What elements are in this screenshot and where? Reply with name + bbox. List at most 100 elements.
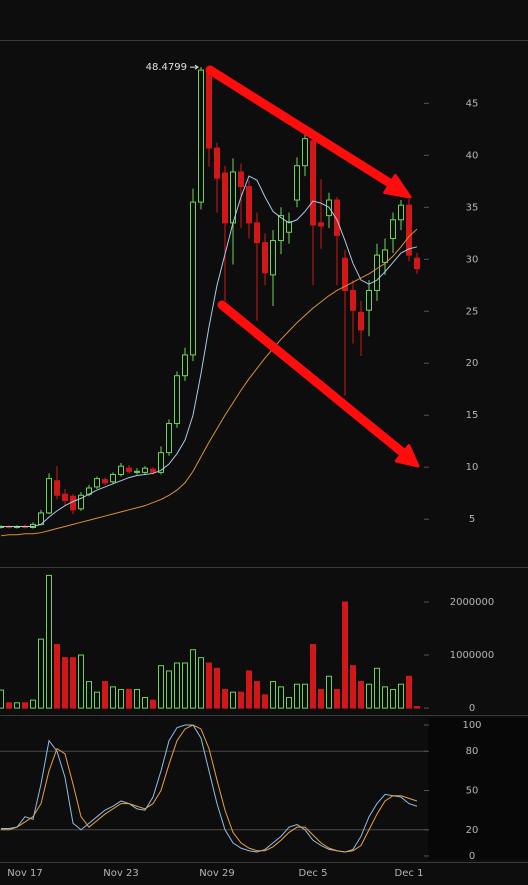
- candle-body: [238, 171, 244, 188]
- volume-bar: [166, 670, 172, 709]
- y-tick-label: 5: [469, 514, 475, 525]
- volume-bar: [14, 702, 20, 709]
- volume-bar: [310, 643, 316, 709]
- volume-bar: [182, 662, 188, 709]
- candle-body: [174, 375, 180, 425]
- candle-body: [142, 467, 148, 473]
- volume-bar: [366, 683, 372, 709]
- volume-bar: [398, 683, 404, 709]
- volume-bar: [30, 699, 36, 709]
- candle-body: [342, 257, 348, 291]
- candle-body: [398, 204, 404, 221]
- volume-bar: [86, 681, 92, 709]
- candle-body: [126, 467, 132, 472]
- oscillator-line: [1, 724, 418, 853]
- y-tick-label: 0: [469, 703, 475, 714]
- moving-average: [0, 228, 418, 537]
- annotation-arrows: [205, 65, 420, 468]
- volume-bar: [278, 686, 284, 709]
- volume-bar: [406, 675, 412, 709]
- candle-body: [262, 242, 268, 274]
- candle-body: [222, 172, 228, 224]
- candle-body: [318, 222, 324, 227]
- high-label-arrow-head: [194, 64, 199, 70]
- volume-bar: [118, 689, 124, 709]
- volume-bar: [158, 665, 164, 709]
- candle-body: [46, 478, 52, 514]
- candle-body: [102, 479, 108, 484]
- x-tick-label: Nov 17: [7, 868, 42, 879]
- volume-bar: [238, 691, 244, 709]
- x-tick-label: Nov 29: [199, 868, 234, 879]
- candle-body: [190, 201, 196, 356]
- candle-body: [350, 289, 356, 311]
- candle-body: [62, 493, 68, 501]
- candle-body: [246, 186, 252, 224]
- candle-body: [158, 452, 164, 473]
- candle-body: [294, 165, 300, 201]
- volume-bar: [246, 670, 252, 709]
- candle-body: [382, 249, 388, 263]
- volume-bar: [174, 662, 180, 709]
- y-tick-label: 35: [466, 202, 479, 213]
- y-tick-label: 2000000: [450, 597, 495, 608]
- candle-body: [278, 215, 284, 242]
- y-tick-label: 50: [466, 786, 479, 797]
- volume-bar: [150, 699, 156, 709]
- volume-bar: [230, 691, 236, 709]
- candle-body: [414, 257, 420, 270]
- volume-bar: [270, 681, 276, 709]
- volume-bar: [222, 689, 228, 709]
- candle-body: [230, 171, 236, 224]
- y-tick-label: 1000000: [450, 650, 495, 661]
- candle-body: [206, 68, 212, 149]
- volume-bar: [342, 601, 348, 709]
- volume-bar: [326, 675, 332, 709]
- candle-body: [334, 199, 340, 236]
- high-price-label: 48.4799: [146, 62, 187, 73]
- volume-bar: [22, 702, 28, 709]
- volume-bar: [350, 665, 356, 709]
- red-arrow: [217, 300, 407, 457]
- candle-body: [390, 219, 396, 239]
- candle-body: [110, 473, 116, 483]
- volume-bar: [70, 657, 76, 709]
- volume-bar: [126, 689, 132, 709]
- volume-bar: [134, 689, 140, 709]
- candle-body: [134, 470, 140, 473]
- volume-bar: [334, 689, 340, 709]
- volume-bar: [286, 696, 292, 709]
- volume-bar: [102, 681, 108, 709]
- red-arrow-head: [394, 444, 420, 468]
- plot-layer: 48.4799 Nov 17 Nov 23 Nov 29 Dec 5 Dec 1 5 10 15…: [0, 62, 528, 879]
- candle-body: [406, 204, 412, 256]
- candle-body: [182, 354, 188, 377]
- y-tick-label: 80: [466, 746, 479, 757]
- candle-body: [118, 465, 124, 475]
- volume-bar: [206, 662, 212, 709]
- y-tick-label: 10: [466, 462, 479, 473]
- candle-body: [254, 222, 260, 244]
- candle-body: [358, 311, 364, 331]
- volume-bar: [46, 574, 52, 709]
- volume-bar: [390, 689, 396, 709]
- volume-bar: [414, 706, 420, 709]
- volume-bar: [374, 667, 380, 709]
- volume-bar: [94, 691, 100, 709]
- candle-body: [78, 494, 84, 510]
- volume-bar: [358, 681, 364, 709]
- volume-bar: [62, 657, 68, 709]
- volume-bar: [38, 638, 44, 709]
- candle-body: [94, 478, 100, 488]
- candle-body: [54, 480, 60, 496]
- y-tick-label: 25: [466, 306, 479, 317]
- candle-body: [214, 147, 220, 179]
- y-tick-label: 100: [462, 720, 481, 731]
- y-tick-label: 0: [469, 851, 475, 862]
- volume-bar: [198, 657, 204, 709]
- candle-body: [374, 254, 380, 291]
- volume-bar: [190, 649, 196, 709]
- candle-body: [310, 140, 316, 226]
